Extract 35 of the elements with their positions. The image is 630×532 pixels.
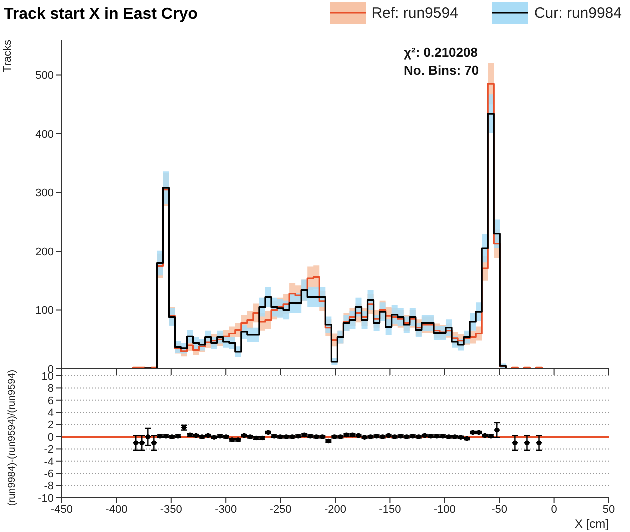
y-tick-label: 100 bbox=[36, 305, 54, 318]
legend-label: Ref: run9594 bbox=[372, 4, 458, 22]
y-tick-label: -10 bbox=[38, 492, 54, 505]
x-tick-label: -250 bbox=[270, 504, 292, 516]
x-tick-label: 50 bbox=[602, 504, 616, 516]
annotation: No. Bins: 70 bbox=[404, 62, 480, 80]
y-axis-title: Tracks bbox=[2, 40, 14, 73]
y-tick-label: 500 bbox=[36, 70, 54, 82]
y-tick-label: -4 bbox=[44, 456, 54, 468]
x-tick-label: -450 bbox=[50, 504, 74, 516]
y-axis-title: (run9984)-(run9594)/(run9594) bbox=[7, 368, 19, 508]
y-tick-label: 2 bbox=[48, 420, 54, 432]
x-tick-label: -350 bbox=[160, 504, 182, 516]
x-tick-label: -150 bbox=[379, 504, 402, 516]
x-tick-label: -50 bbox=[492, 504, 508, 516]
y-tick-label: 0 bbox=[48, 432, 54, 444]
y-tick-label: 400 bbox=[36, 128, 54, 141]
y-tick-label: -2 bbox=[44, 444, 54, 456]
y-tick-label: 4 bbox=[48, 408, 54, 420]
y-tick-label: 300 bbox=[36, 188, 54, 200]
y-tick-label: 200 bbox=[36, 246, 54, 258]
y-tick-label: -6 bbox=[44, 468, 54, 481]
y-tick-label: 10 bbox=[42, 370, 54, 383]
y-tick-label: 6 bbox=[48, 395, 54, 408]
x-tick-label: -300 bbox=[215, 504, 238, 516]
chart-title: Track start X in East Cryo bbox=[4, 6, 198, 24]
y-tick-label: 8 bbox=[48, 383, 54, 396]
annotation: χ²: 0.210208 bbox=[404, 44, 479, 62]
y-tick-label: -8 bbox=[44, 480, 54, 493]
x-tick-label: -200 bbox=[324, 504, 347, 516]
x-axis-title: X [cm] bbox=[574, 517, 609, 531]
x-tick-label: 0 bbox=[551, 504, 558, 516]
x-tick-label: -100 bbox=[434, 504, 456, 516]
x-tick-label: -400 bbox=[106, 504, 128, 516]
legend-label: Cur: run9984 bbox=[534, 4, 622, 22]
